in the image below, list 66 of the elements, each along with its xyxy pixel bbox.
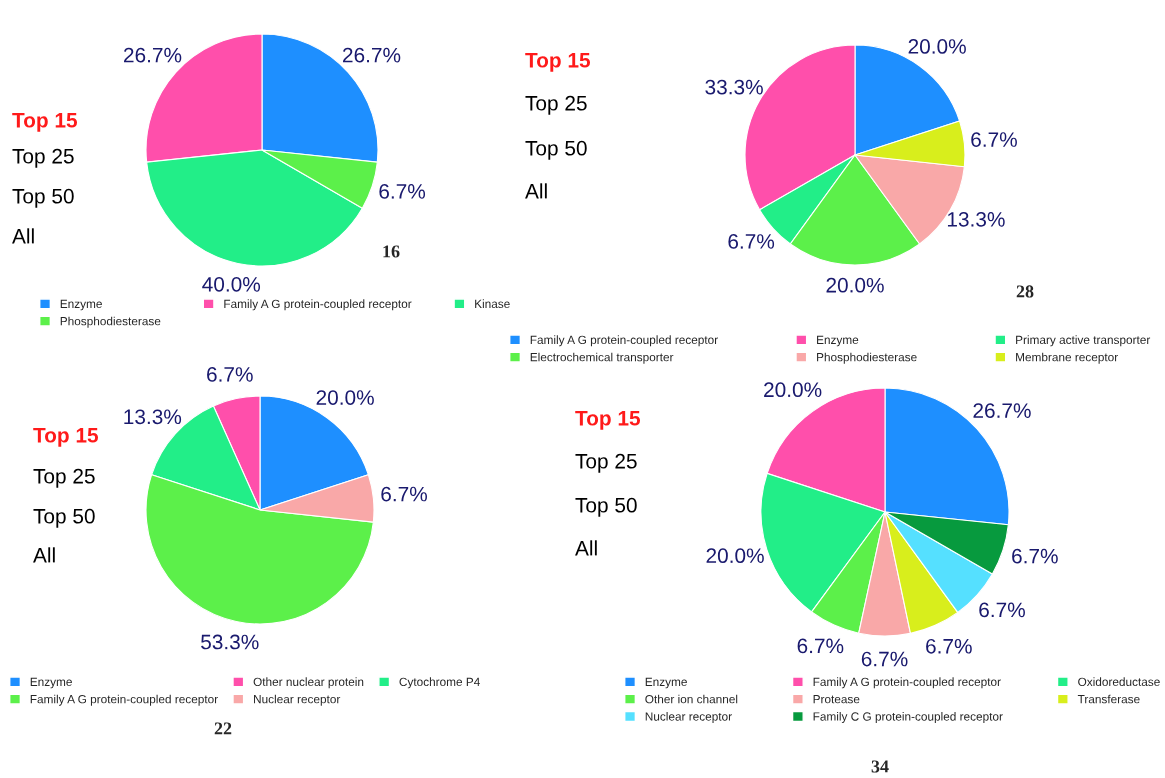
- text: 16: [383, 245, 400, 258]
- text: 22: [214, 722, 232, 735]
- text: All: [525, 183, 547, 199]
- legend-label: Nuclear receptor: [645, 712, 732, 724]
- text: Top 15: [525, 53, 591, 72]
- data-label: 6.7%: [971, 132, 1017, 147]
- data-label: 6.7%: [1012, 548, 1058, 564]
- text: Top 15: [33, 428, 99, 447]
- legend-label: Transferase: [1077, 694, 1140, 704]
- data-label: 13.3%: [947, 211, 1005, 227]
- legend-label: Nuclear receptor: [254, 694, 341, 706]
- text: Top 50: [33, 508, 95, 528]
- legend-label: Cytochrome P4: [399, 677, 480, 689]
- legend-label: Membrane receptor: [1016, 352, 1118, 364]
- legend-label: Family A G protein-coupled receptor: [530, 335, 718, 347]
- data-label: 20.0%: [764, 382, 822, 398]
- text: Top 25: [525, 95, 587, 115]
- text: All: [33, 547, 55, 563]
- data-label: 20.0%: [316, 390, 374, 405]
- data-label: 6.7%: [861, 651, 908, 667]
- data-label: 6.7%: [379, 184, 426, 199]
- text: Top 15: [575, 411, 641, 430]
- data-label: 33.3%: [705, 79, 763, 95]
- legend-label: Enzyme: [30, 677, 72, 689]
- legend-label: Electrochemical transporter: [530, 352, 674, 364]
- text: 34: [871, 760, 889, 773]
- data-label: 26.7%: [973, 403, 1031, 418]
- data-label: 6.7%: [797, 638, 844, 654]
- legend-label: Family A G protein-coupled receptor: [813, 677, 1001, 689]
- text: Top 50: [575, 497, 637, 517]
- legend-label: Other ion channel: [645, 694, 738, 704]
- data-label: 40.0%: [202, 276, 261, 292]
- legend-label: Oxidoreductase: [1078, 677, 1160, 687]
- legend-label: Enzyme: [645, 677, 687, 689]
- text: Top 25: [12, 148, 74, 168]
- legend-label: Family A G protein-coupled receptor: [224, 299, 412, 311]
- legend-label: Enzyme: [60, 299, 102, 311]
- legend-label: Kinase: [475, 299, 510, 309]
- data-label: 20.0%: [826, 277, 884, 293]
- legend-label: Other nuclear protein: [253, 677, 364, 689]
- data-label: 26.7%: [343, 47, 401, 63]
- data-label: 6.7%: [728, 234, 775, 249]
- text: All: [575, 540, 597, 556]
- legend-label: Primary active transporter: [1016, 335, 1151, 347]
- data-label: 6.7%: [926, 638, 972, 654]
- text: Top 25: [33, 468, 95, 488]
- data-label: 6.7%: [207, 367, 253, 382]
- data-label: 6.7%: [979, 602, 1025, 618]
- text: 28: [1016, 285, 1034, 298]
- data-label: 26.7%: [124, 47, 182, 63]
- data-label: 20.0%: [706, 548, 764, 564]
- legend-label: Phosphodiesterase: [817, 352, 917, 364]
- legend-label: Protease: [813, 695, 860, 704]
- data-label: 53.3%: [201, 634, 259, 650]
- legend-label: Family C G protein-coupled receptor: [813, 712, 1003, 724]
- data-label: 20.0%: [908, 39, 966, 54]
- legend-label: Phosphodiesterase: [60, 316, 161, 328]
- text: Top 25: [575, 453, 637, 473]
- data-label: 6.7%: [381, 486, 428, 502]
- text: All: [12, 228, 34, 244]
- text: Top 50: [12, 188, 74, 208]
- legend-label: Family A G protein-coupled receptor: [30, 694, 218, 706]
- text: Top 50: [525, 140, 587, 160]
- text: Top 15: [12, 113, 78, 132]
- legend-label: Enzyme: [817, 335, 859, 347]
- data-label: 13.3%: [124, 409, 182, 425]
